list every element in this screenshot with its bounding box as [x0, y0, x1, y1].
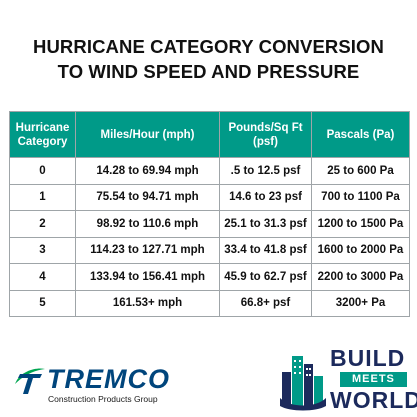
tremco-swoosh-icon: [15, 368, 45, 394]
cell-category: 3: [9, 236, 76, 264]
cell-pa: 2200 to 3000 Pa: [311, 263, 410, 291]
conversion-table: Hurricane Category Miles/Hour (mph) Poun…: [9, 111, 410, 317]
page-title: HURRICANE CATEGORY CONVERSION TO WIND SP…: [0, 34, 417, 84]
cell-category: 1: [9, 183, 76, 211]
tremco-tagline: Construction Products Group: [48, 394, 158, 404]
header-hurricane-category: Hurricane Category: [9, 111, 76, 158]
table-row: 2 98.92 to 110.6 mph 25.1 to 31.3 psf 12…: [9, 210, 410, 238]
cell-pa: 700 to 1100 Pa: [311, 183, 410, 211]
table-row: 1 75.54 to 94.71 mph 14.6 to 23 psf 700 …: [9, 183, 410, 211]
tremco-logo: TREMCO Construction Products Group: [12, 362, 169, 412]
bmw-word-world: WORLD: [330, 387, 417, 413]
header-pascals: Pascals (Pa): [311, 111, 410, 158]
cell-pa: 25 to 600 Pa: [311, 157, 410, 185]
bmw-word-meets: MEETS: [340, 372, 407, 387]
bmw-word-build: BUILD: [330, 345, 406, 371]
city-skyline-icon: [280, 356, 326, 411]
table-header-row: Hurricane Category Miles/Hour (mph) Poun…: [9, 111, 410, 158]
cell-category: 2: [9, 210, 76, 238]
cell-pa: 1200 to 1500 Pa: [311, 210, 410, 238]
cell-mph: 98.92 to 110.6 mph: [75, 210, 220, 238]
table-row: 3 114.23 to 127.71 mph 33.4 to 41.8 psf …: [9, 236, 410, 264]
tremco-wordmark: TREMCO: [47, 364, 170, 394]
table-row: 0 14.28 to 69.94 mph .5 to 12.5 psf 25 t…: [9, 157, 410, 185]
title-line-2: TO WIND SPEED AND PRESSURE: [57, 61, 360, 82]
cell-psf: 33.4 to 41.8 psf: [219, 236, 312, 264]
title-line-1: HURRICANE CATEGORY CONVERSION: [32, 36, 384, 57]
cell-mph: 133.94 to 156.41 mph: [75, 263, 220, 291]
cell-category: 5: [9, 289, 76, 317]
cell-mph: 161.53+ mph: [75, 289, 220, 317]
cell-pa: 3200+ Pa: [311, 289, 410, 317]
cell-psf: .5 to 12.5 psf: [219, 157, 312, 185]
cell-mph: 75.54 to 94.71 mph: [75, 183, 220, 211]
cell-psf: 66.8+ psf: [219, 289, 312, 317]
cell-mph: 114.23 to 127.71 mph: [75, 236, 220, 264]
cell-pa: 1600 to 2000 Pa: [311, 236, 410, 264]
table-row: 4 133.94 to 156.41 mph 45.9 to 62.7 psf …: [9, 263, 410, 291]
cell-psf: 25.1 to 31.3 psf: [219, 210, 312, 238]
header-pounds-per-sq-ft: Pounds/Sq Ft (psf): [219, 111, 312, 158]
cell-psf: 14.6 to 23 psf: [219, 183, 312, 211]
build-meets-world-logo: BUILD MEETS WORLD: [278, 345, 417, 414]
header-miles-per-hour: Miles/Hour (mph): [75, 111, 220, 158]
cell-psf: 45.9 to 62.7 psf: [219, 263, 312, 291]
cell-category: 0: [9, 157, 76, 185]
cell-category: 4: [9, 263, 76, 291]
table-row: 5 161.53+ mph 66.8+ psf 3200+ Pa: [9, 289, 410, 317]
cell-mph: 14.28 to 69.94 mph: [75, 157, 220, 185]
